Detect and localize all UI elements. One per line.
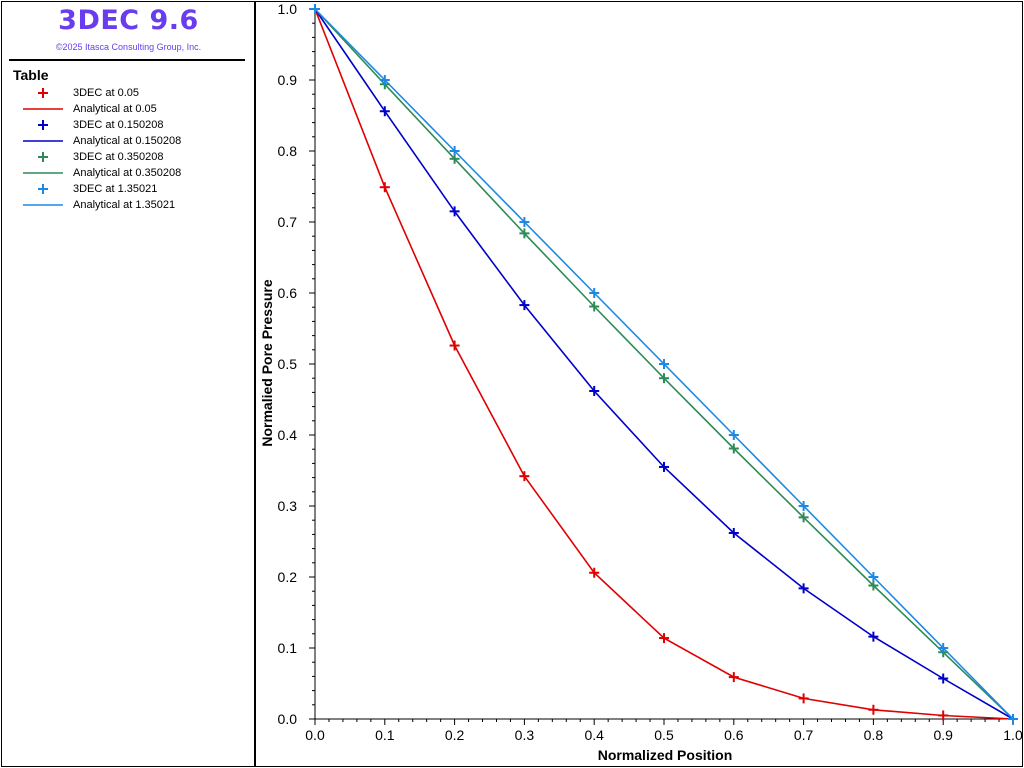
- data-point-marker: [659, 359, 669, 369]
- data-point-marker: [938, 643, 949, 653]
- data-point-marker: [449, 340, 460, 351]
- legend-list: 3DEC at 0.05 Analytical at 0.05 3DEC at 0.…: [1, 85, 256, 213]
- data-point-marker: [938, 673, 949, 684]
- x-tick-label: 0.9: [933, 727, 953, 743]
- data-point-marker: [379, 106, 390, 117]
- data-point-marker: [589, 301, 600, 312]
- data-point-marker: [868, 572, 879, 582]
- y-tick-label: 0.0: [278, 711, 298, 727]
- y-tick-label: 0.9: [278, 72, 298, 88]
- legend-title: Table: [13, 67, 49, 83]
- legend-marker-icon: [23, 149, 63, 165]
- data-point-marker: [868, 631, 879, 642]
- data-point-marker: [868, 580, 879, 591]
- legend-line-icon: [23, 133, 63, 149]
- x-tick-label: 0.5: [654, 727, 674, 743]
- data-point-marker: [868, 704, 879, 715]
- y-tick-label: 0.8: [278, 143, 298, 159]
- legend-panel: 3DEC 9.6 ©2025 Itasca Consulting Group, …: [1, 1, 256, 766]
- x-tick-label: 0.6: [724, 727, 744, 743]
- legend-item-label: 3DEC at 0.350208: [73, 151, 164, 163]
- data-point-marker: [798, 512, 809, 523]
- data-point-marker: [938, 710, 949, 721]
- data-point-marker: [659, 373, 669, 384]
- data-point-marker: [589, 567, 600, 578]
- data-point-marker: [589, 288, 600, 298]
- x-tick-label: 0.0: [305, 727, 325, 743]
- data-point-marker: [449, 206, 460, 217]
- legend-marker-icon: [23, 85, 63, 101]
- app-title: 3DEC 9.6: [58, 5, 199, 36]
- legend-marker-icon: [23, 181, 63, 197]
- x-tick-label: 1.0: [1003, 727, 1023, 743]
- legend-item: 3DEC at 0.150208: [1, 117, 256, 133]
- legend-item: Analytical at 0.150208: [1, 133, 256, 149]
- y-tick-label: 0.6: [278, 285, 298, 301]
- y-tick-label: 0.2: [278, 569, 298, 585]
- data-point-marker: [519, 217, 530, 227]
- legend-item: Analytical at 1.35021: [1, 197, 256, 213]
- data-point-marker: [728, 672, 739, 683]
- data-point-marker: [379, 75, 390, 85]
- legend-item: Analytical at 0.05: [1, 101, 256, 117]
- y-tick-label: 0.5: [278, 356, 298, 372]
- x-axis-title: Normalized Position: [598, 747, 733, 763]
- data-point-marker: [449, 146, 460, 156]
- y-tick-label: 1.0: [278, 1, 298, 17]
- data-point-marker: [728, 527, 739, 538]
- x-tick-label: 0.2: [445, 727, 465, 743]
- data-point-marker: [310, 4, 320, 14]
- data-point-marker: [519, 228, 530, 239]
- y-tick-label: 0.4: [278, 427, 298, 443]
- legend-item: 3DEC at 0.350208: [1, 149, 256, 165]
- data-point-marker: [728, 443, 739, 454]
- title-divider: [9, 59, 245, 61]
- y-tick-label: 0.7: [278, 214, 298, 230]
- legend-line-icon: [23, 197, 63, 213]
- x-tick-label: 0.3: [515, 727, 535, 743]
- legend-item-label: Analytical at 0.350208: [73, 167, 182, 179]
- data-point-marker: [728, 430, 739, 440]
- legend-line-icon: [23, 165, 63, 181]
- data-point-marker: [798, 501, 809, 511]
- data-point-marker: [798, 693, 809, 704]
- data-point-marker: [519, 471, 530, 482]
- data-point-marker: [659, 633, 669, 644]
- copyright-notice: ©2025 Itasca Consulting Group, Inc.: [55, 42, 202, 52]
- legend-line-icon: [23, 101, 63, 117]
- legend-item-label: 3DEC at 0.150208: [73, 119, 164, 131]
- data-point-marker: [589, 385, 600, 396]
- y-axis-title: Normalied Pore Pressure: [259, 279, 275, 447]
- y-tick-label: 0.3: [278, 498, 298, 514]
- data-point-marker: [798, 583, 809, 594]
- data-point-marker: [1008, 714, 1018, 724]
- x-tick-label: 0.4: [584, 727, 604, 743]
- legend-item: 3DEC at 1.35021: [1, 181, 256, 197]
- legend-item: 3DEC at 0.05: [1, 85, 256, 101]
- legend-item-label: Analytical at 0.05: [73, 103, 157, 115]
- x-tick-label: 0.7: [794, 727, 814, 743]
- legend-item-label: Analytical at 1.35021: [73, 199, 176, 211]
- legend-item: Analytical at 0.350208: [1, 165, 256, 181]
- data-point-marker: [659, 461, 669, 472]
- legend-marker-icon: [23, 117, 63, 133]
- data-point-marker: [519, 300, 530, 311]
- y-tick-label: 0.1: [278, 640, 298, 656]
- legend-item-label: 3DEC at 0.05: [73, 87, 140, 99]
- legend-item-label: 3DEC at 1.35021: [73, 183, 158, 195]
- x-tick-label: 0.1: [375, 727, 395, 743]
- legend-item-label: Analytical at 0.150208: [73, 135, 182, 147]
- x-tick-label: 0.8: [864, 727, 884, 743]
- data-point-marker: [379, 182, 390, 193]
